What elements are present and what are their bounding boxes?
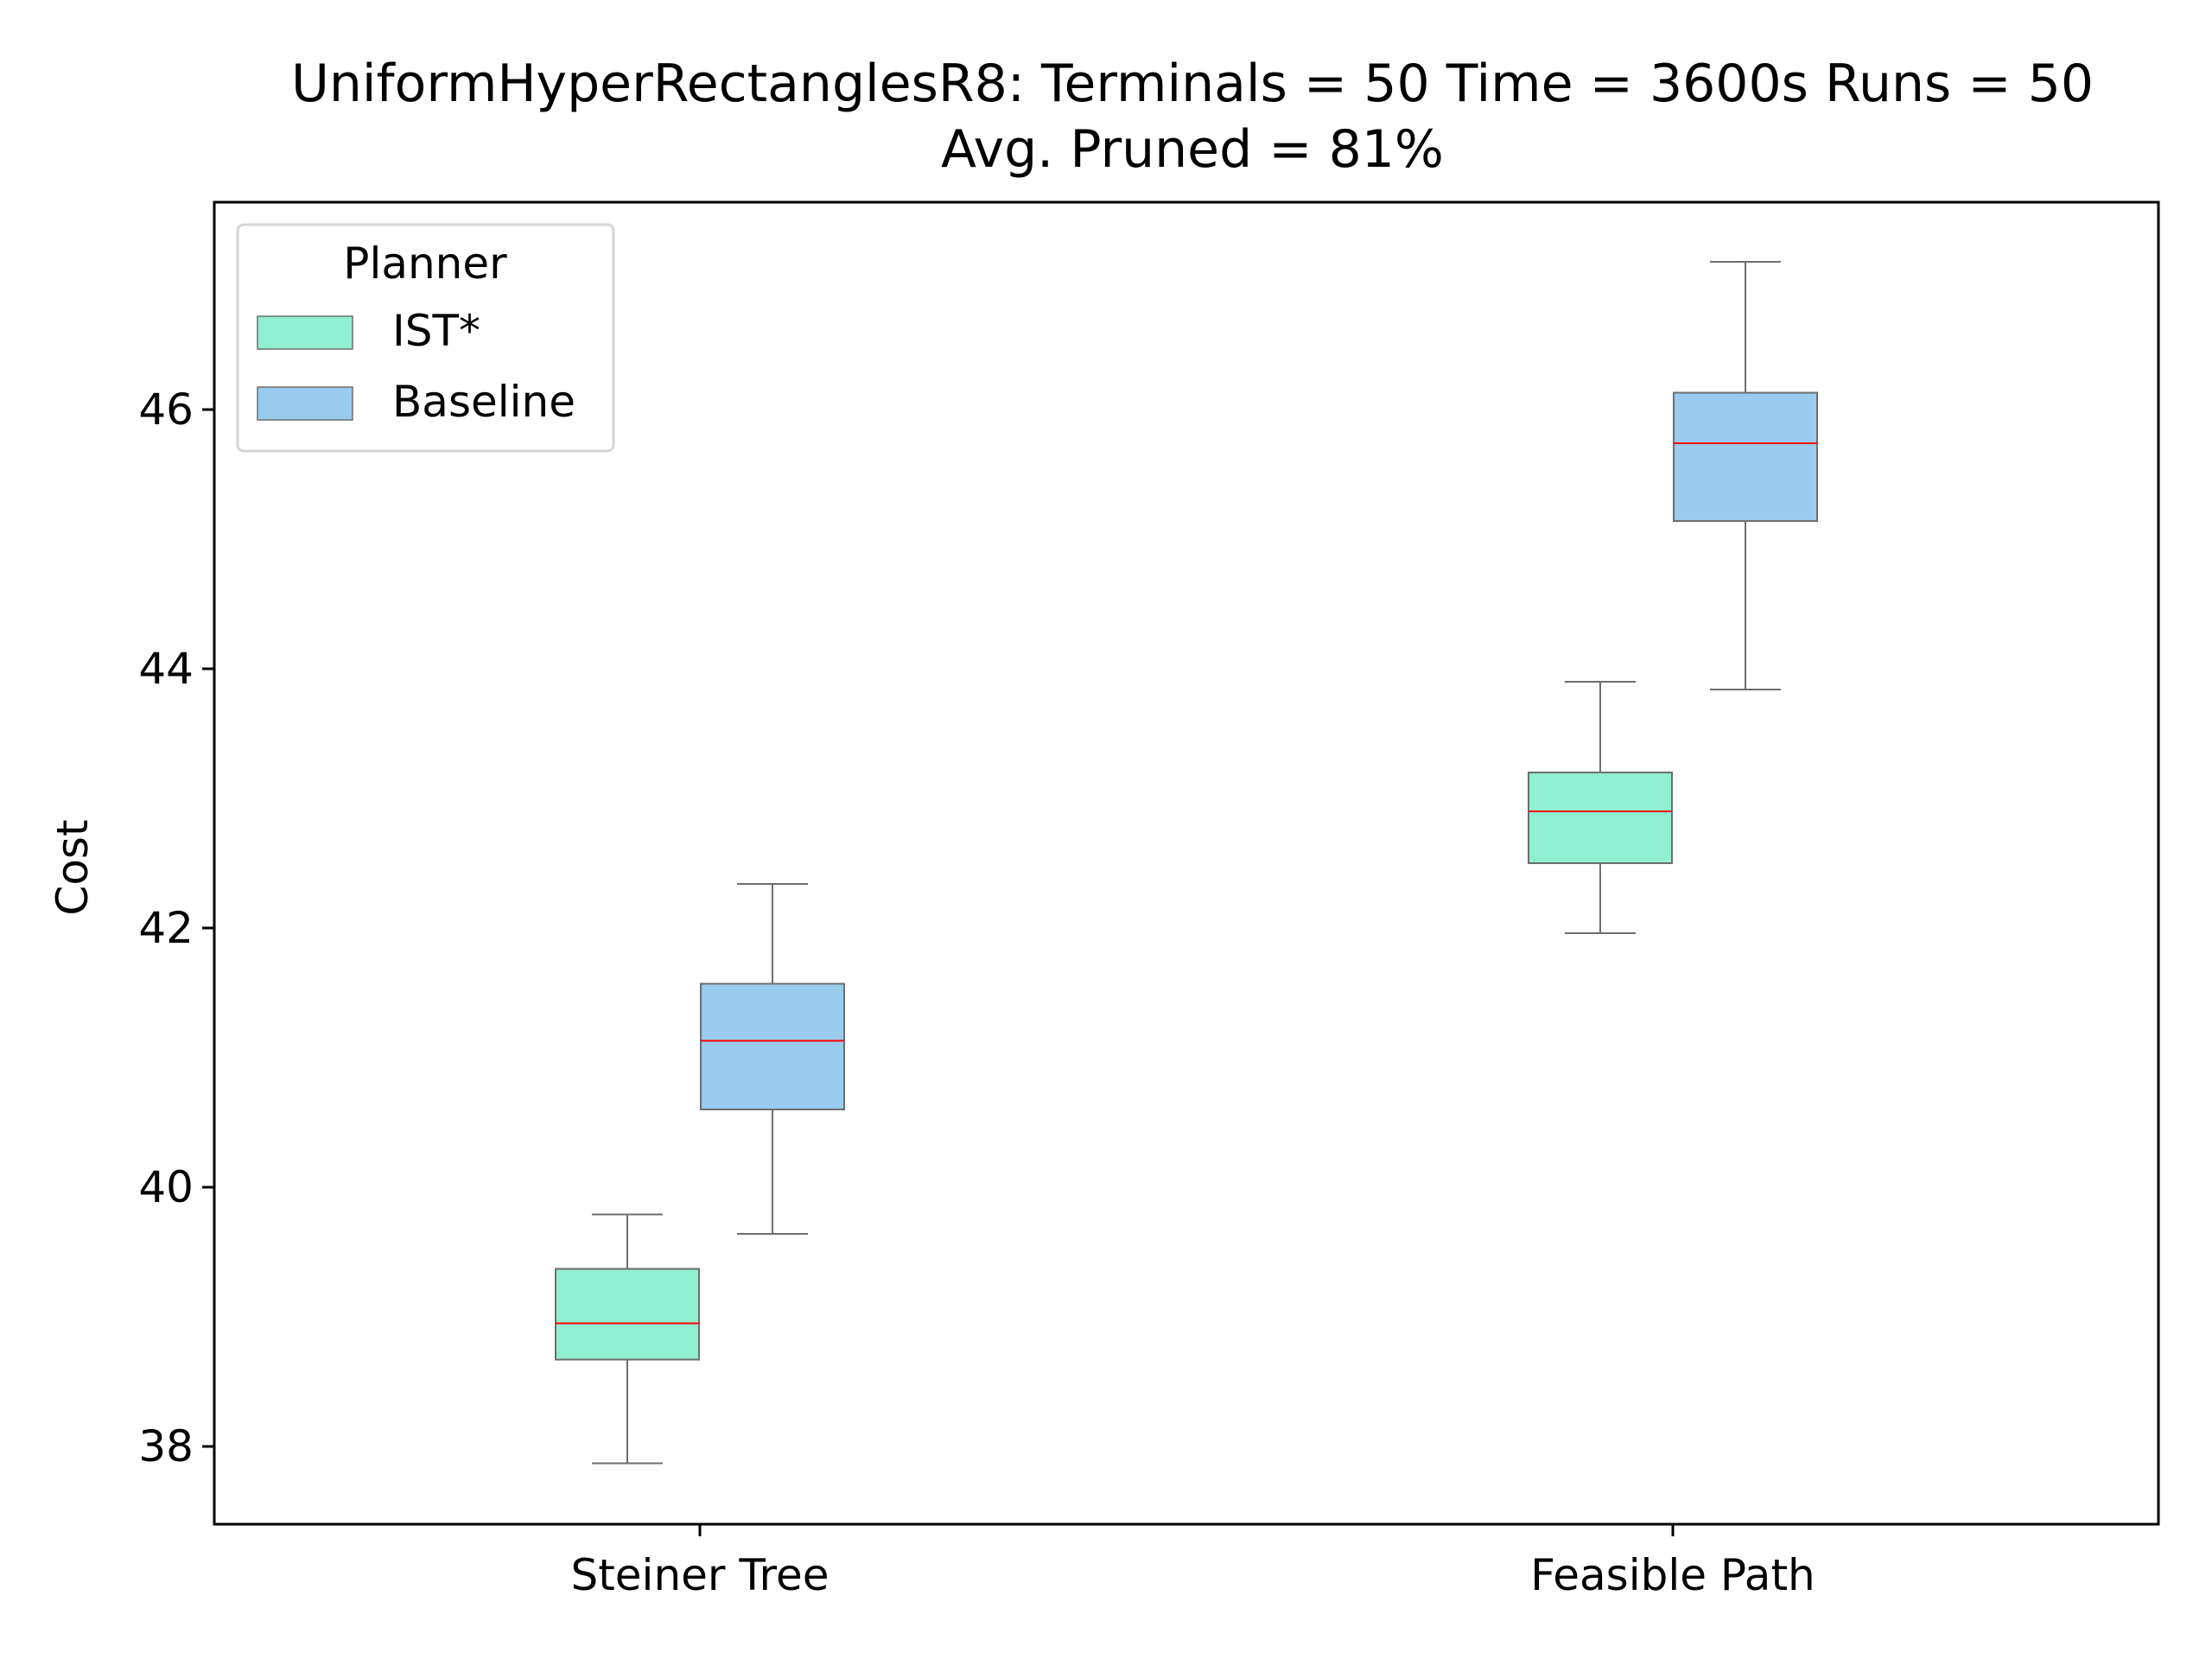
legend: Planner IST* Baseline <box>236 223 615 453</box>
y-tick-label: 42 <box>138 903 194 953</box>
series-1 <box>700 261 1818 1235</box>
legend-swatch-baseline <box>257 386 353 421</box>
legend-title: Planner <box>343 238 507 289</box>
y-tick-label: 40 <box>138 1162 194 1212</box>
x-axis-ticks: Steiner Tree Feasible Path <box>570 1524 1815 1600</box>
legend-label-ist: IST* <box>392 306 480 356</box>
x-tick-label: Feasible Path <box>1530 1550 1815 1600</box>
box-iqr <box>1528 772 1673 864</box>
box-series <box>555 261 1818 1465</box>
chart-title: UniformHyperRectanglesR8: Terminals = 50… <box>291 54 2094 114</box>
legend-label-baseline: Baseline <box>392 377 575 427</box>
plot-area-frame <box>213 200 2160 1526</box>
y-tick-label: 46 <box>138 385 194 435</box>
y-axis-label: Cost <box>48 819 98 915</box>
y-tick-label: 38 <box>138 1421 194 1471</box>
y-tick-label: 44 <box>138 644 194 694</box>
legend-swatch-ist <box>257 315 353 350</box>
box-iqr <box>1673 391 1818 522</box>
y-axis-ticks: 38 40 42 44 46 <box>138 385 214 1471</box>
chart-subtitle: Avg. Pruned = 81% <box>941 119 1444 180</box>
box-iqr <box>700 982 845 1110</box>
x-tick-label: Steiner Tree <box>570 1550 829 1600</box>
series-0 <box>555 681 1673 1465</box>
box-iqr <box>555 1268 700 1361</box>
